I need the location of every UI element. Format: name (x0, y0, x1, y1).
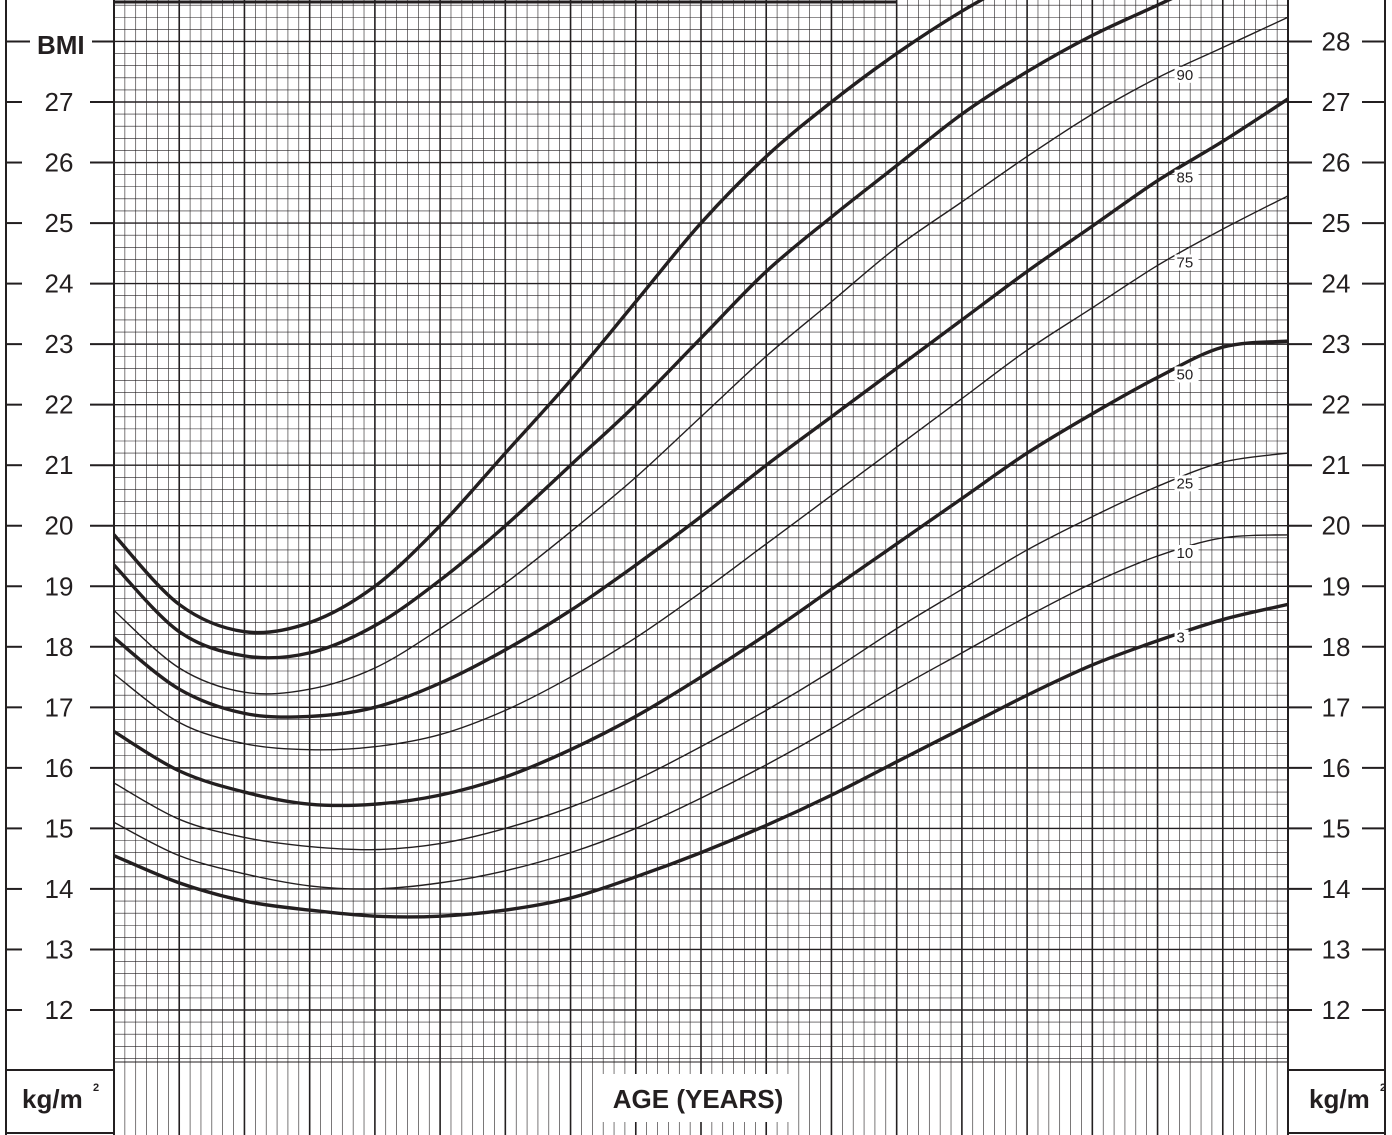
percentile-label-25: 25 (1177, 475, 1194, 492)
left-tick-label: 25 (45, 208, 74, 238)
left-tick-label: 21 (45, 450, 74, 480)
right-tick-label: 21 (1322, 450, 1351, 480)
left-tick-label: 22 (45, 390, 74, 420)
right-tick-label: 20 (1322, 511, 1351, 541)
chart-grid (113, 0, 1289, 1135)
percentile-label-bg-3 (1174, 629, 1189, 646)
left-tick-label: 16 (45, 753, 74, 783)
percentile-label-bg-75 (1174, 254, 1199, 271)
percentile-label-3: 3 (1177, 630, 1185, 647)
percentile-curve-95 (114, 0, 1173, 660)
percentile-label-75: 75 (1177, 254, 1194, 271)
percentile-label-85: 85 (1177, 170, 1194, 187)
left-tick-label: 27 (45, 87, 74, 117)
unit-label-left: kg/m 2 (22, 1082, 99, 1114)
left-tick-label: 13 (45, 934, 74, 964)
unit-label-right: kg/m 2 (1309, 1082, 1386, 1114)
percentile-label-90: 90 (1177, 67, 1194, 84)
left-tick-label: 12 (45, 995, 74, 1025)
right-tick-label: 16 (1322, 753, 1351, 783)
right-tick-label: 18 (1322, 632, 1351, 662)
right-tick-label: 15 (1322, 813, 1351, 843)
percentile-curves (114, 0, 1288, 919)
unit-right-text: kg/m (1309, 1084, 1370, 1114)
percentile-labels: 90 85 75 50 25 10 3 (1174, 66, 1199, 647)
percentile-label-bg-10 (1174, 545, 1199, 561)
percentile-curve-90 (114, 16, 1288, 695)
right-tick-label: 22 (1322, 390, 1351, 420)
left-tick-label: 19 (45, 571, 74, 601)
percentile-curve-10 (114, 534, 1288, 890)
percentile-label-bg-90 (1174, 66, 1199, 83)
right-tick-label: 17 (1322, 692, 1351, 722)
x-axis-title-box (598, 1074, 798, 1122)
right-tick-label: 26 (1322, 148, 1351, 178)
left-tick-label: 24 (45, 269, 74, 299)
percentile-curve-85 (114, 97, 1288, 719)
right-tick-label: 28 (1322, 26, 1351, 56)
percentile-curve-75 (114, 195, 1288, 751)
left-y-axis: 12 13 14 15 16 17 18 19 20 21 22 23 24 25 26 27 (6, 40, 114, 1025)
right-tick-label: 14 (1322, 874, 1351, 904)
right-tick-label: 27 (1322, 87, 1351, 117)
right-tick-label: 24 (1322, 269, 1351, 299)
left-tick-label: 26 (45, 148, 74, 178)
percentile-curve-97 (114, 0, 985, 635)
right-y-axis: 12 13 14 15 16 17 18 19 20 21 22 23 24 25 26 27 28 (1288, 26, 1385, 1025)
percentile-label-bg-25 (1174, 475, 1199, 492)
left-tick-label: 15 (45, 813, 74, 843)
left-tick-label: 23 (45, 329, 74, 359)
right-tick-label: 19 (1322, 571, 1351, 601)
left-tick-label: 17 (45, 692, 74, 722)
percentile-curve-3 (114, 602, 1288, 919)
left-tick-label: 20 (45, 511, 74, 541)
y-axis-title: BMI (37, 30, 85, 60)
percentile-label-10: 10 (1177, 545, 1194, 562)
right-tick-label: 12 (1322, 995, 1351, 1025)
left-tick-label: 14 (45, 874, 74, 904)
percentile-label-50: 50 (1177, 366, 1194, 383)
left-tick-label: 18 (45, 632, 74, 662)
x-axis-title: AGE (YEARS) (613, 1084, 783, 1114)
unit-right-superscript: 2 (1380, 1082, 1386, 1094)
percentile-curve-50 (114, 339, 1288, 808)
right-tick-label: 13 (1322, 934, 1351, 964)
right-tick-label: 23 (1322, 329, 1351, 359)
unit-left-superscript: 2 (93, 1082, 99, 1094)
right-tick-label: 25 (1322, 208, 1351, 238)
percentile-label-bg-85 (1174, 169, 1199, 186)
unit-left-text: kg/m (22, 1084, 83, 1114)
percentile-curve-25 (114, 452, 1288, 851)
percentile-label-bg-50 (1174, 366, 1199, 383)
